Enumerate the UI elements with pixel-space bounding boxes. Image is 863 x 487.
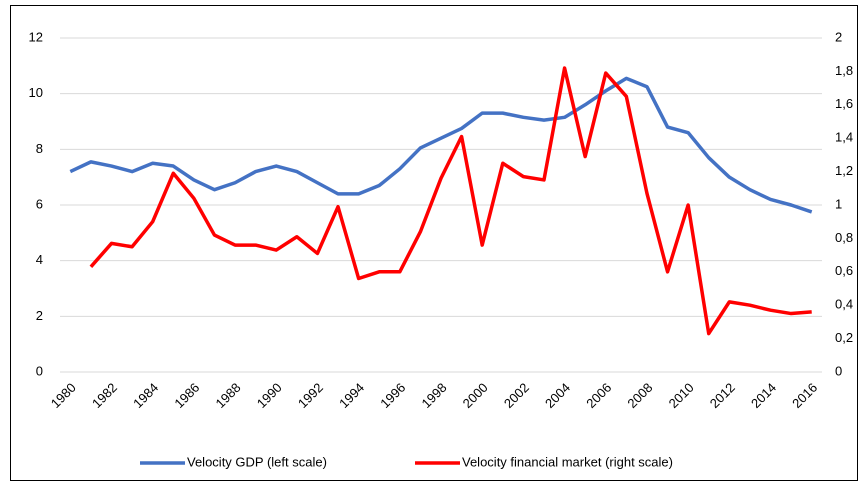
series-line: [69, 76, 813, 214]
y2-tick-label: 0,6: [835, 263, 853, 278]
y-tick-label: 0: [36, 363, 43, 378]
y2-tick-label: 1,2: [835, 163, 853, 178]
y-tick-label: 6: [36, 196, 43, 211]
y-tick-label: 8: [36, 141, 43, 156]
y-tick-label: 10: [29, 85, 43, 100]
y2-tick-label: 0,8: [835, 230, 853, 245]
y2-tick-label: 2: [835, 29, 842, 44]
y2-tick-label: 1: [835, 196, 842, 211]
y-tick-label: 4: [36, 252, 43, 267]
y-tick-label: 2: [36, 308, 43, 323]
y2-tick-label: 0,2: [835, 330, 853, 345]
y2-tick-label: 1,6: [835, 96, 853, 111]
series-line: [89, 66, 812, 336]
legend-label: Velocity financial market (right scale): [462, 454, 673, 469]
y-tick-label: 12: [29, 29, 43, 44]
legend-label: Velocity GDP (left scale): [187, 454, 327, 469]
y2-tick-label: 0: [835, 363, 842, 378]
y2-tick-label: 1,4: [835, 130, 853, 145]
chart-border: [10, 5, 858, 481]
y2-tick-label: 1,8: [835, 63, 853, 78]
y2-tick-label: 0,4: [835, 297, 853, 312]
